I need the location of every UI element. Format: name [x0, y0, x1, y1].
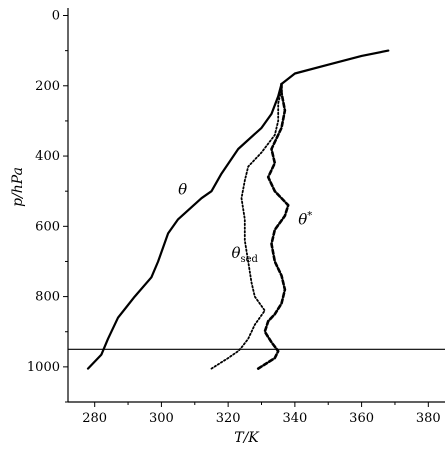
x-tick-label: 340 — [282, 411, 307, 426]
axes: 0 200 400 600 800 1000 280 300 320 340 360 380 — [27, 8, 445, 426]
x-axis-title: T/K — [234, 430, 260, 446]
series-label-0: θ — [178, 181, 187, 199]
x-tick-label: 320 — [216, 411, 241, 426]
y-tick-label: 400 — [35, 149, 60, 164]
x-tick-label: 380 — [416, 411, 441, 426]
series-line-2 — [256, 82, 290, 370]
series-label-2: θ* — [298, 211, 312, 229]
y-tick-label: 0 — [52, 9, 60, 24]
y-axis-title: p/hPa — [10, 167, 26, 207]
x-tick-label: 280 — [82, 411, 107, 426]
y-tick-label: 200 — [35, 79, 60, 94]
x-tick-label: 300 — [149, 411, 174, 426]
series-line-1 — [210, 83, 283, 370]
y-tick-label: 1000 — [27, 360, 60, 375]
series-group — [86, 49, 390, 370]
y-tick-label: 600 — [35, 219, 60, 234]
y-tick-label: 800 — [35, 290, 60, 305]
series-line-0 — [86, 49, 390, 370]
x-tick-label: 360 — [349, 411, 374, 426]
series-labels: θ θsed θ* — [178, 181, 312, 265]
series-label-1: θsed — [231, 244, 258, 265]
